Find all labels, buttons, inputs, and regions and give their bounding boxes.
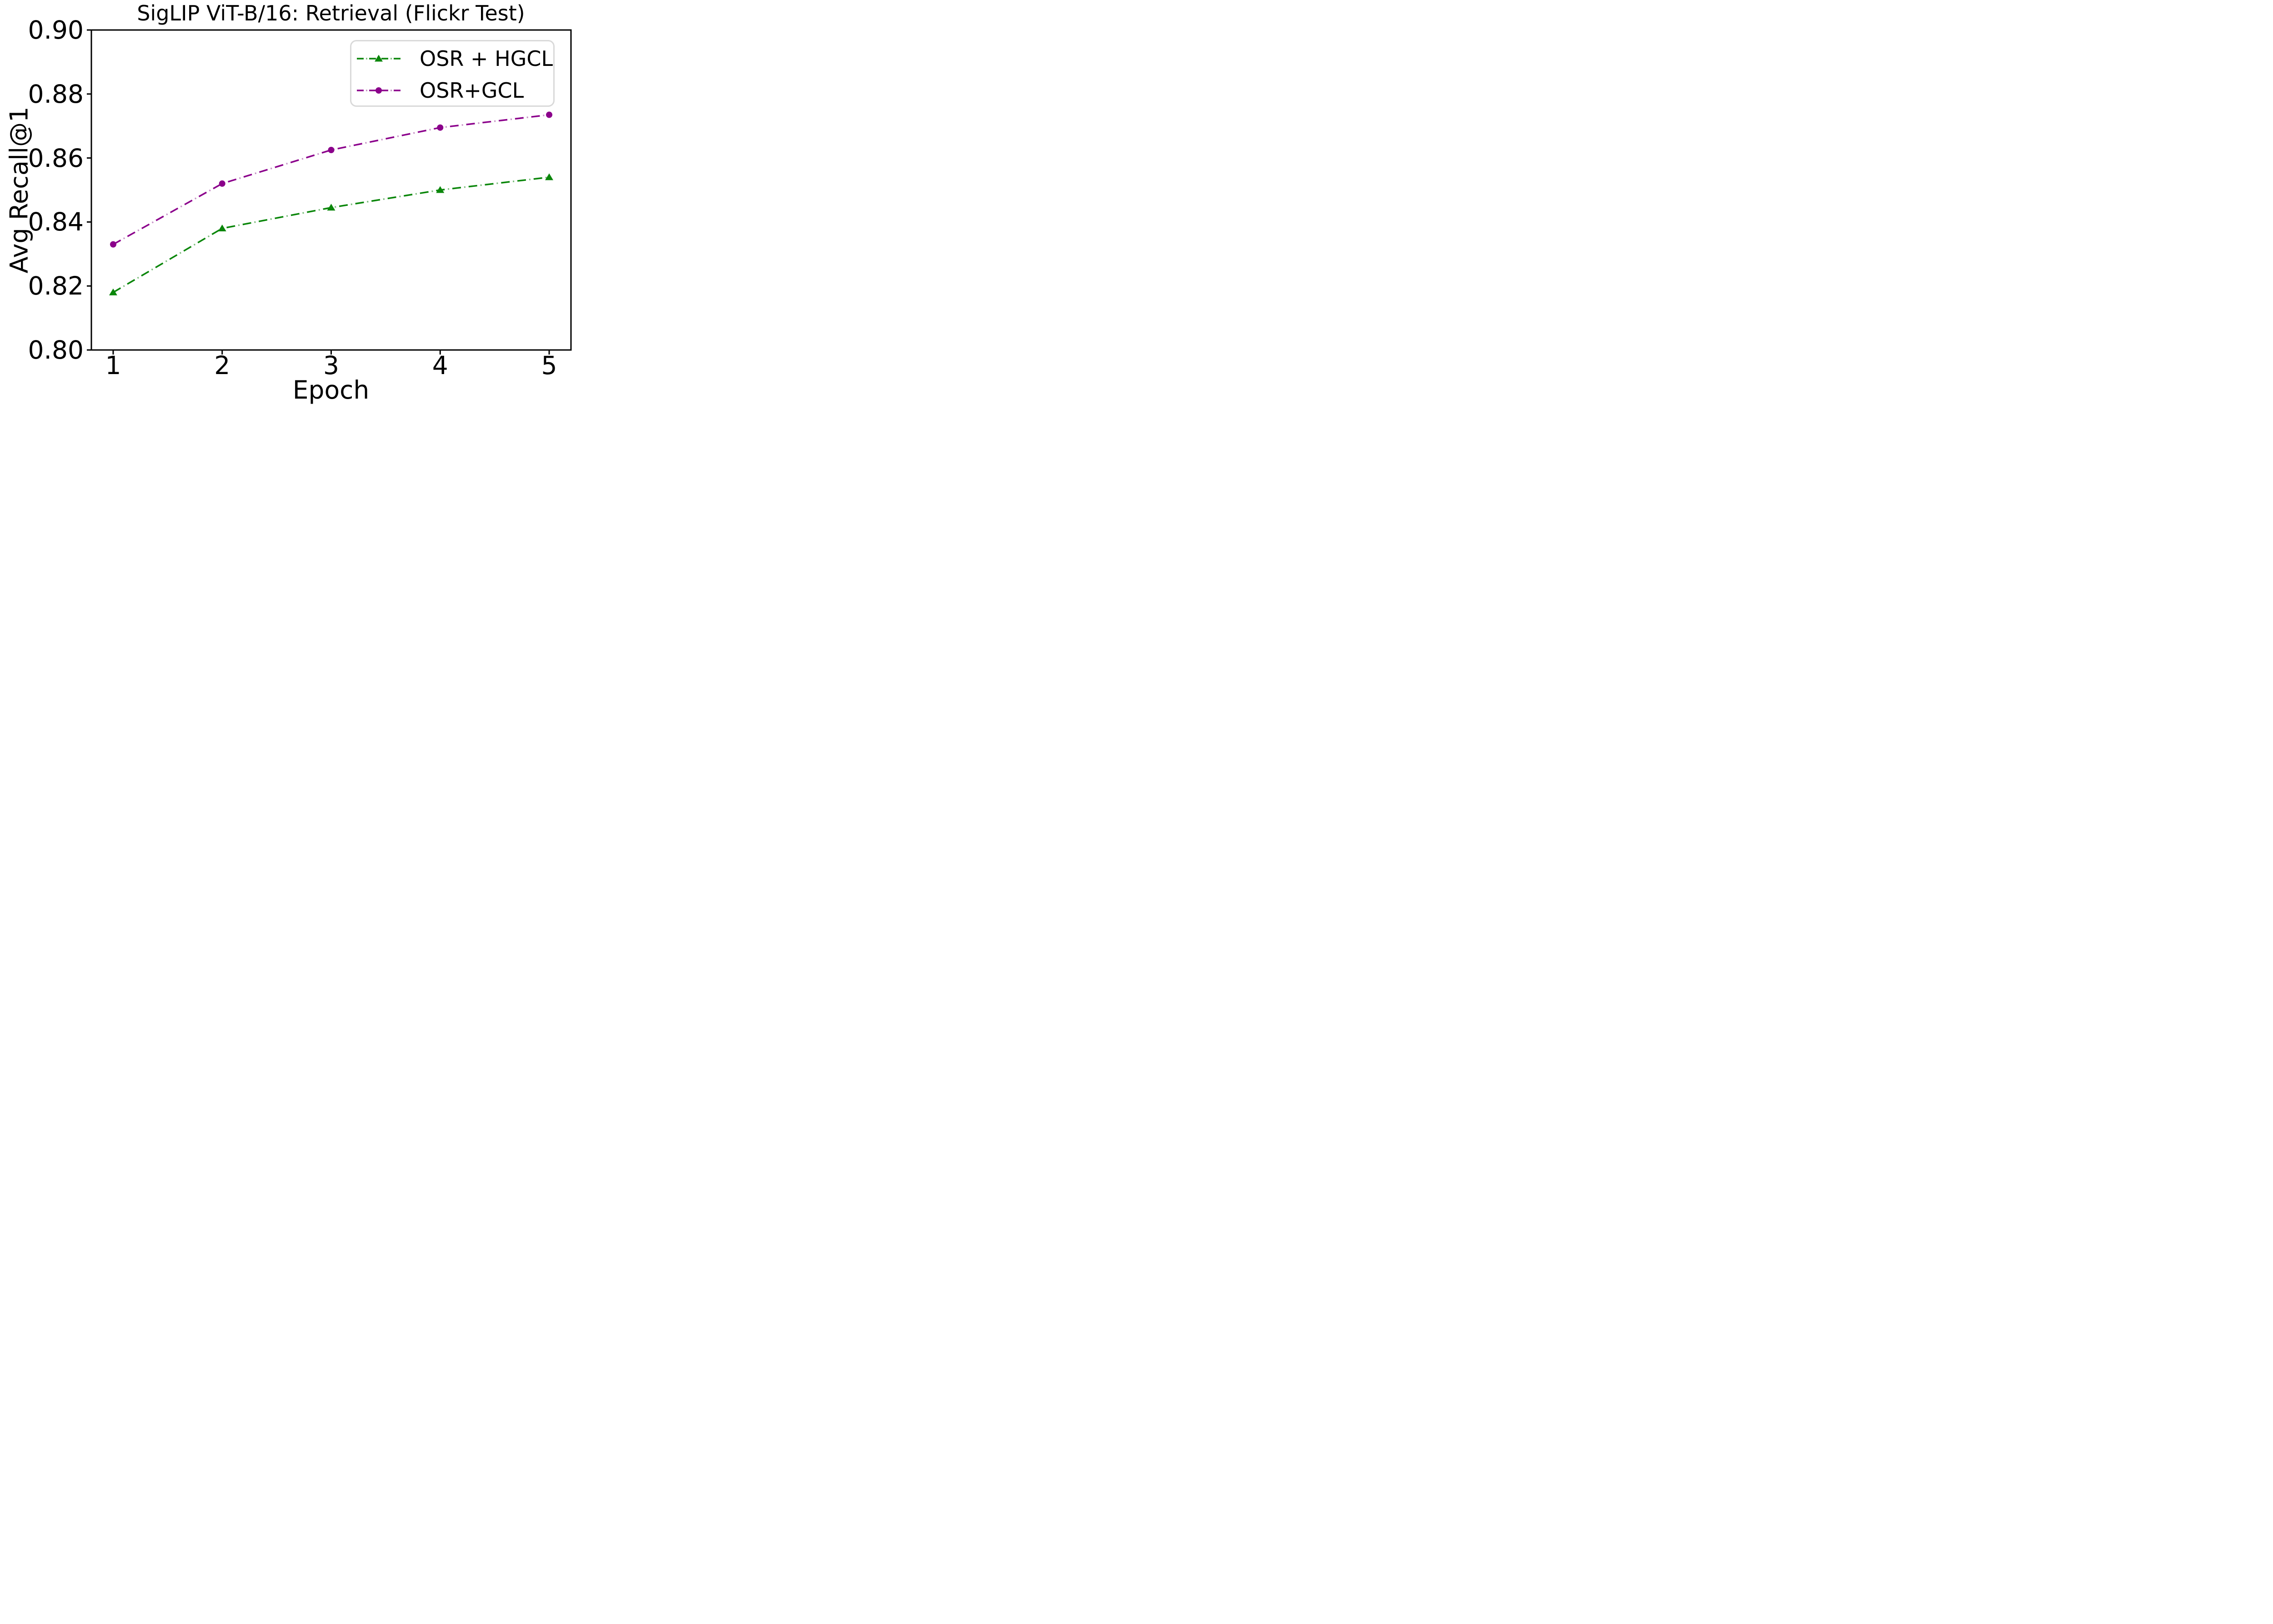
series-line-circle [113, 114, 550, 245]
legend-label: OSR + HGCL [420, 46, 553, 71]
legend: OSR + HGCL OSR+GCL [350, 40, 555, 107]
triangle-marker [545, 173, 554, 180]
y-tick-label: 0.90 [28, 15, 84, 45]
circle-marker [546, 111, 553, 118]
x-tick-label: 2 [214, 351, 230, 380]
plot-area [87, 29, 572, 355]
x-axis-label: Epoch [292, 375, 370, 405]
series-line-dots [113, 176, 550, 293]
triangle-marker [436, 186, 445, 193]
chart-title: SigLIP ViT-B/16: Retrieval (Flickr Test) [137, 1, 525, 25]
chart-figure: SigLIP ViT-B/16: Retrieval (Flickr Test)… [0, 0, 572, 406]
circle-marker [219, 180, 225, 187]
circle-marker [110, 241, 116, 248]
circle-marker [375, 87, 382, 94]
legend-label: OSR+GCL [420, 78, 524, 103]
circle-marker [437, 124, 444, 131]
y-tick-label: 0.88 [28, 79, 84, 109]
triangle-marker [218, 224, 226, 231]
triangle-marker [109, 288, 117, 295]
x-tick-label: 4 [432, 351, 448, 380]
x-tick-label: 3 [323, 351, 339, 380]
x-tick-label: 5 [541, 351, 557, 380]
y-tick-label: 0.82 [28, 271, 84, 301]
y-tick-label: 0.84 [28, 207, 84, 237]
legend-line-sample [357, 55, 401, 62]
legend-item: OSR + HGCL [351, 43, 553, 75]
series-line-triangle [113, 176, 550, 293]
triangle-marker [327, 204, 335, 211]
circle-marker [328, 147, 335, 153]
triangle-marker [375, 55, 383, 62]
series-line-dots [113, 114, 550, 245]
y-tick-label: 0.80 [28, 335, 84, 365]
legend-line-sample [357, 87, 401, 94]
x-tick-label: 1 [105, 351, 121, 380]
y-tick-label: 0.86 [28, 143, 84, 173]
legend-item: OSR+GCL [351, 75, 553, 106]
